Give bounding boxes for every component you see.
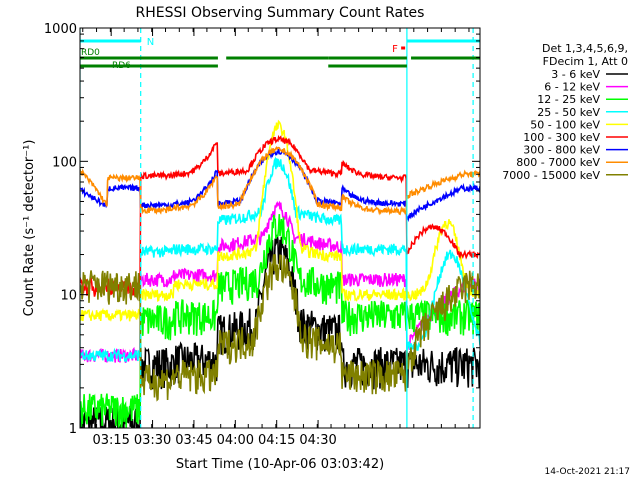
legend-label-4: 25 - 50 keV bbox=[537, 106, 600, 119]
timestamp: 14-Oct-2021 21:17 bbox=[545, 467, 630, 477]
saa-label: N bbox=[147, 37, 154, 48]
x-tick-label: 04:15 bbox=[258, 433, 295, 448]
series-group bbox=[80, 28, 480, 428]
legend: Det 1,3,4,5,6,9, FDecim 1, Att 0 3 - 6 k… bbox=[502, 42, 628, 182]
legend-label-3: 12 - 25 keV bbox=[537, 93, 600, 106]
x-tick-label: 04:30 bbox=[299, 433, 336, 448]
legend-header-2: FDecim 1, Att 0 bbox=[543, 55, 628, 68]
legend-label-6: 100 - 300 keV bbox=[523, 131, 600, 144]
plot-area: N RD0 RD6 F bbox=[80, 28, 480, 428]
series-line-9 bbox=[80, 254, 480, 402]
x-tick-label: 04:00 bbox=[217, 433, 254, 448]
legend-header-1: Det 1,3,4,5,6,9, bbox=[542, 42, 628, 55]
series-line-6 bbox=[80, 134, 480, 297]
y-tick-label: 1 bbox=[69, 422, 77, 437]
x-axis-label: Start Time (10-Apr-06 03:03:42) bbox=[176, 457, 384, 472]
rd6-label: RD6 bbox=[112, 61, 131, 71]
legend-label-5: 50 - 100 keV bbox=[530, 118, 600, 131]
legend-label-7: 300 - 800 keV bbox=[523, 144, 600, 157]
series-line-3 bbox=[80, 214, 480, 428]
legend-label-2: 6 - 12 keV bbox=[544, 81, 600, 94]
plot-frame bbox=[79, 27, 481, 429]
x-tick-label: 03:15 bbox=[92, 433, 129, 448]
legend-label-8: 800 - 7000 keV bbox=[516, 156, 600, 169]
legend-label-1: 3 - 6 keV bbox=[551, 68, 600, 81]
rd0-label: RD0 bbox=[81, 48, 100, 58]
x-tick-label: 03:45 bbox=[175, 433, 212, 448]
y-tick-label: 100 bbox=[52, 155, 77, 170]
legend-label-9: 7000 - 15000 keV bbox=[502, 169, 600, 182]
flare-marker-label: F bbox=[392, 44, 398, 55]
series-line-5 bbox=[80, 119, 480, 322]
series-line-8 bbox=[80, 146, 480, 216]
series-line-4 bbox=[80, 156, 480, 363]
chart-title: RHESSI Observing Summary Count Rates bbox=[136, 5, 425, 21]
series-line-2 bbox=[80, 200, 480, 364]
y-tick-label: 1000 bbox=[44, 22, 77, 37]
series-line-7 bbox=[80, 148, 480, 223]
x-tick-label: 03:30 bbox=[134, 433, 171, 448]
y-tick-label: 10 bbox=[60, 289, 77, 304]
axes: 1 10 100 1000 03:15 03:30 03:45 04:00 04:15 04:30 bbox=[44, 22, 481, 448]
y-axis-label: Count Rate (s⁻¹ detector⁻¹) bbox=[22, 140, 37, 317]
